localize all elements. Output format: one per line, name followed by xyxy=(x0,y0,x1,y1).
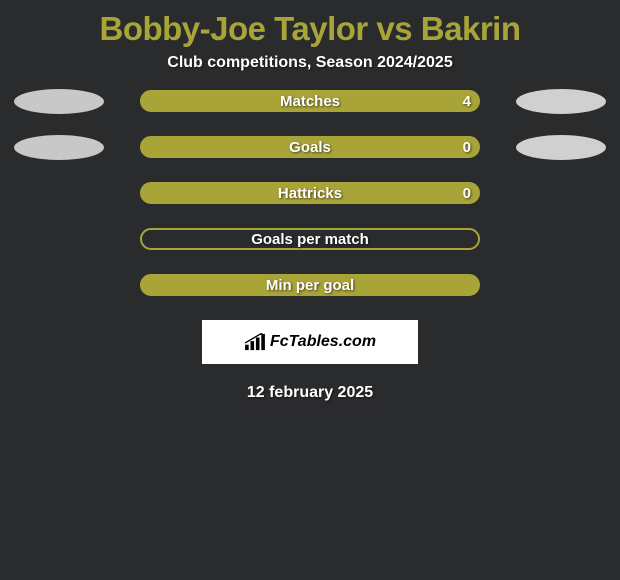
stat-bar: Hattricks 0 xyxy=(140,182,480,204)
stat-label: Hattricks xyxy=(278,185,342,202)
stat-row-matches: Matches 4 xyxy=(0,90,620,112)
logo-box: FcTables.com xyxy=(202,320,418,364)
stat-label: Goals xyxy=(289,139,331,156)
stat-bar: Min per goal xyxy=(140,274,480,296)
player2-indicator xyxy=(516,135,606,160)
stat-bar: Goals 0 xyxy=(140,136,480,158)
stat-bar: Goals per match xyxy=(140,228,480,250)
subtitle: Club competitions, Season 2024/2025 xyxy=(0,54,620,90)
stat-row-goals-per-match: Goals per match xyxy=(0,228,620,250)
stat-value: 0 xyxy=(463,139,471,156)
stat-value: 4 xyxy=(463,93,471,110)
stat-bar: Matches 4 xyxy=(140,90,480,112)
logo-text: FcTables.com xyxy=(270,333,376,351)
player1-indicator xyxy=(14,89,104,114)
vs-text: vs xyxy=(368,10,421,47)
date-text: 12 february 2025 xyxy=(0,384,620,402)
player2-indicator xyxy=(516,89,606,114)
page-title: Bobby-Joe Taylor vs Bakrin xyxy=(0,0,620,54)
stat-value: 0 xyxy=(463,185,471,202)
player1-name: Bobby-Joe Taylor xyxy=(99,10,367,47)
stat-rows: Matches 4 Goals 0 Hattricks 0 Goals per … xyxy=(0,90,620,296)
barchart-icon xyxy=(244,333,266,351)
comparison-panel: Bobby-Joe Taylor vs Bakrin Club competit… xyxy=(0,0,620,402)
player2-name: Bakrin xyxy=(421,10,521,47)
stat-label: Min per goal xyxy=(266,277,354,294)
stat-label: Goals per match xyxy=(251,231,369,248)
stat-row-hattricks: Hattricks 0 xyxy=(0,182,620,204)
stat-row-min-per-goal: Min per goal xyxy=(0,274,620,296)
stat-label: Matches xyxy=(280,93,340,110)
player1-indicator xyxy=(14,135,104,160)
logo: FcTables.com xyxy=(244,333,376,351)
stat-row-goals: Goals 0 xyxy=(0,136,620,158)
